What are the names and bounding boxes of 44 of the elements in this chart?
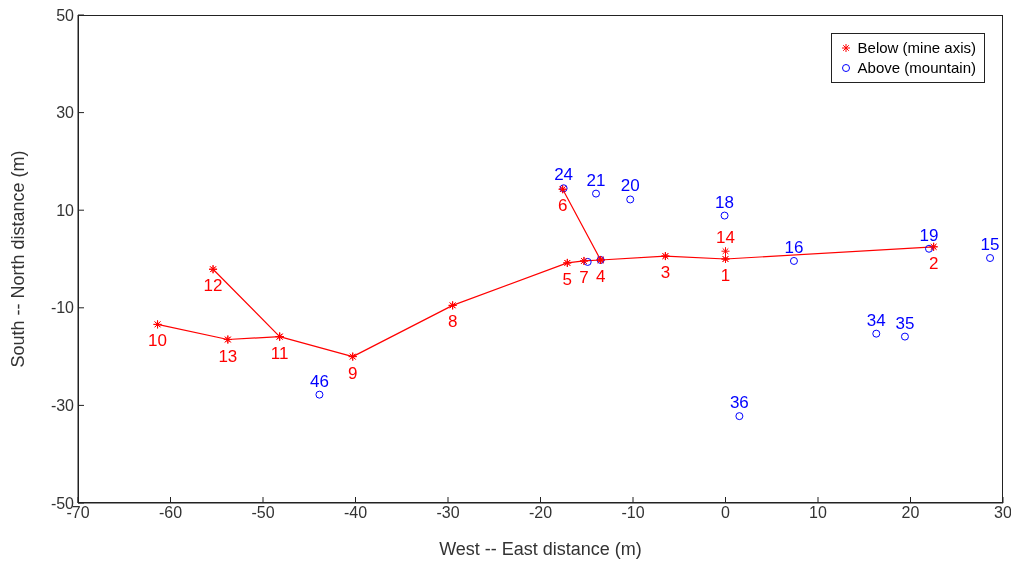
x-tick-label: 20 bbox=[901, 504, 920, 522]
annotation: 4 bbox=[595, 266, 606, 286]
y-axis-title: South -- North distance (m) bbox=[8, 150, 29, 368]
annotation: 19 bbox=[919, 225, 939, 245]
annotation: 13 bbox=[218, 346, 238, 366]
annotation: 7 bbox=[579, 267, 589, 287]
annotation: 18 bbox=[715, 192, 735, 212]
annotation: 8 bbox=[447, 312, 458, 332]
x-axis-title: West -- East distance (m) bbox=[439, 539, 642, 559]
annotation: 20 bbox=[620, 176, 640, 196]
annotation: 9 bbox=[347, 363, 358, 383]
annotation: 12 bbox=[203, 276, 223, 296]
x-tick-label: -30 bbox=[436, 504, 460, 522]
x-tick-label: 30 bbox=[994, 504, 1012, 522]
y-tick-label: 10 bbox=[56, 201, 75, 219]
annotation: 5 bbox=[562, 269, 573, 289]
annotation: 46 bbox=[309, 371, 329, 391]
x-tick-label: -20 bbox=[528, 504, 553, 522]
y-tick-label: 30 bbox=[56, 104, 75, 122]
x-tick-label: -10 bbox=[621, 504, 645, 522]
y-tick-label: 50 bbox=[56, 6, 75, 24]
x-tick-label: -50 bbox=[251, 504, 275, 522]
annotation: 11 bbox=[270, 343, 289, 363]
annotation: 16 bbox=[784, 237, 804, 257]
annotation: 3 bbox=[660, 263, 671, 283]
annotation: 36 bbox=[729, 393, 749, 413]
legend-label: Below (mine axis) bbox=[857, 38, 976, 58]
annotation: 15 bbox=[980, 235, 1000, 255]
y-tick-label: -10 bbox=[50, 299, 75, 317]
x-tick-label: 10 bbox=[809, 504, 827, 522]
annotation: 34 bbox=[866, 310, 886, 330]
annotation: 14 bbox=[716, 228, 735, 248]
x-tick-label: 0 bbox=[721, 504, 731, 522]
legend-label: Above (mountain) bbox=[857, 58, 976, 78]
annotation: 2 bbox=[928, 253, 939, 273]
annotation: 1 bbox=[720, 266, 731, 285]
annotation: 24 bbox=[554, 165, 574, 185]
annotation: 10 bbox=[148, 331, 168, 351]
x-tick-label: -40 bbox=[343, 504, 368, 522]
x-tick-label: -60 bbox=[158, 504, 183, 522]
annotation: 6 bbox=[557, 196, 568, 216]
annotation: 35 bbox=[895, 313, 915, 333]
annotation: 21 bbox=[586, 170, 606, 190]
y-tick-label: -30 bbox=[50, 397, 75, 415]
